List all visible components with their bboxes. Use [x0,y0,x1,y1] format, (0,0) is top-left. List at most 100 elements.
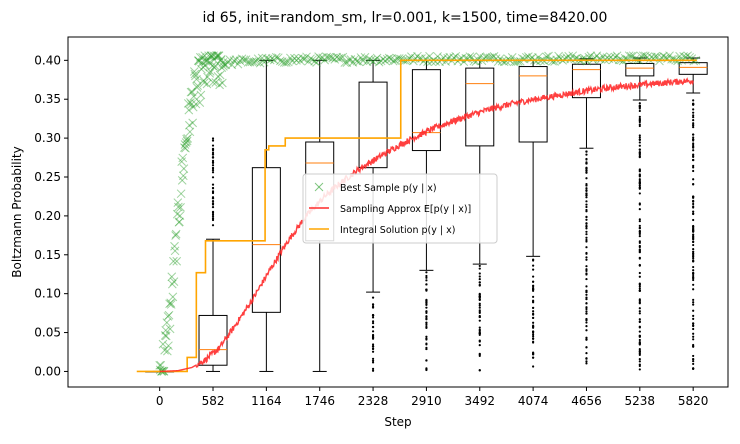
best-sample-x-icon [166,298,176,308]
outlier-point [211,176,215,179]
best-sample-stroke [218,78,227,88]
best-sample-stroke [427,57,436,66]
best-sample-x-icon [596,55,606,64]
best-sample-stroke [170,246,180,256]
best-sample-x-icon [388,56,398,66]
best-sample-x-icon [261,53,271,63]
outlier-point [692,335,695,338]
best-sample-stroke [196,90,206,100]
best-sample-stroke [158,339,168,349]
best-sample-x-icon [205,67,215,76]
best-sample-stroke [378,54,388,64]
best-sample-stroke [163,346,172,356]
outlier-point [585,265,588,268]
best-sample-x-icon [180,143,189,152]
best-sample-x-icon [201,56,211,66]
best-sample-stroke [566,54,576,64]
best-sample-x-icon [178,171,188,181]
best-sample-x-icon [308,55,317,65]
best-sample-x-icon [221,60,231,70]
best-sample-x-icon [210,61,220,71]
best-sample-x-icon [249,57,259,67]
outlier-point [692,166,695,169]
best-sample-x-icon [362,57,372,67]
best-sample-stroke [342,58,352,67]
best-sample-x-icon [160,331,170,340]
best-sample-stroke [201,56,211,66]
outlier-point [692,126,695,129]
x-tick-label: 5820 [678,394,709,408]
outlier-point [585,296,588,299]
best-sample-x-icon [194,56,204,66]
outlier-point [478,264,481,268]
best-sample-stroke [197,58,207,68]
best-sample-stroke [181,138,191,147]
outlier-point [638,115,641,118]
best-sample-stroke [501,56,511,66]
best-sample-stroke [271,52,281,62]
outlier-point [638,325,641,328]
best-sample-stroke [176,202,185,212]
best-sample-x-icon [166,300,176,309]
best-sample-x-icon [172,256,182,266]
best-sample-x-icon [191,71,200,81]
best-sample-stroke [396,54,406,64]
outlier-point [585,200,588,203]
best-sample-x-icon [675,51,684,61]
best-sample-stroke [186,87,196,97]
best-sample-x-icon [253,54,263,64]
best-sample-stroke [199,76,209,85]
best-sample-stroke [211,52,221,62]
outlier-point [371,359,375,362]
best-sample-stroke [233,59,243,69]
best-sample-x-icon [640,51,650,61]
best-sample-x-icon [219,59,229,69]
best-sample-x-icon [382,54,392,64]
outlier-point [532,356,535,359]
best-sample-x-icon [310,56,319,66]
outlier-point [692,158,695,162]
best-sample-stroke [362,57,372,67]
outlier-point [692,99,695,102]
best-sample-x-icon [471,57,481,66]
best-sample-x-icon [384,53,394,63]
outlier-point [585,319,588,322]
legend-marker-x-icon [314,182,324,192]
best-sample-stroke [229,56,239,66]
outlier-point [425,302,428,306]
best-sample-x-icon [423,57,432,67]
outlier-point [425,325,428,329]
outlier-point [638,181,641,184]
best-sample-x-icon [209,51,218,61]
best-sample-x-icon [215,70,225,80]
outlier-point [638,302,641,305]
best-sample-x-icon [509,57,519,67]
best-sample-stroke [592,51,602,61]
best-sample-x-icon [181,138,191,147]
outlier-point [692,238,695,241]
outlier-point [478,332,481,335]
best-sample-x-icon [495,54,505,63]
outlier-point [585,321,588,324]
outlier-point [692,210,695,213]
best-sample-stroke [235,56,245,66]
outlier-point [532,299,535,302]
best-sample-stroke [161,331,171,341]
best-sample-stroke [184,105,194,115]
best-sample-stroke [198,62,208,72]
best-sample-x-icon [427,57,436,66]
best-sample-stroke [592,51,602,61]
outlier-point [692,255,695,258]
best-sample-stroke [338,52,348,62]
best-sample-stroke [669,54,678,64]
best-sample-stroke [210,61,220,71]
best-sample-x-icon [227,60,237,70]
best-sample-stroke [169,277,179,287]
best-sample-stroke [296,56,305,66]
best-sample-stroke [316,53,325,63]
best-sample-stroke [194,56,204,66]
outlier-point [585,238,588,242]
outlier-point [638,138,641,141]
legend-item-integral-solution: Integral Solution p(y | x) [309,225,455,236]
best-sample-stroke [176,202,185,212]
